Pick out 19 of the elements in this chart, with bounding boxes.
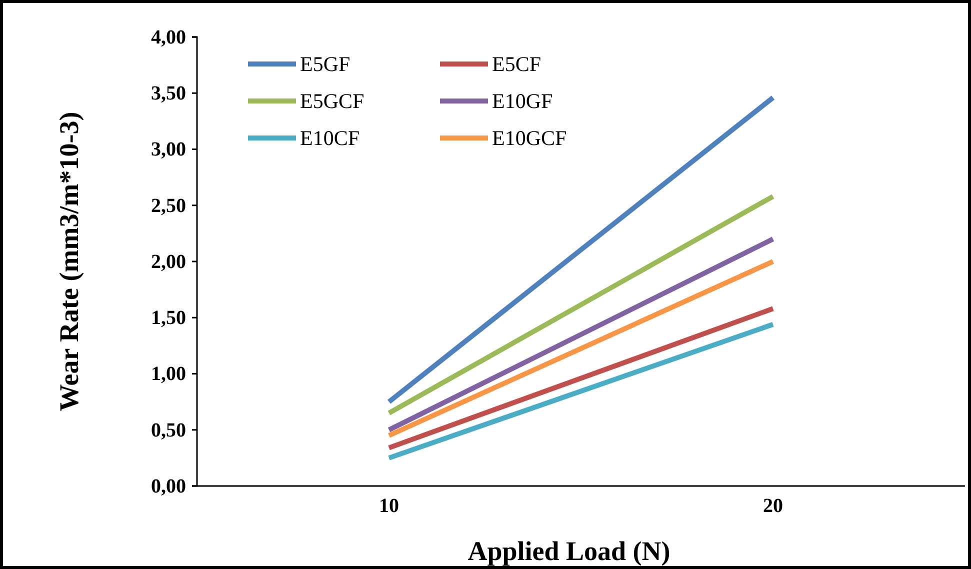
y-tick-label: 1,00 — [151, 363, 186, 386]
y-tick-label: 3,00 — [151, 138, 186, 161]
legend-label: E10GF — [492, 89, 553, 113]
legend-label: E10GCF — [492, 126, 567, 150]
legend-label: E10CF — [300, 126, 360, 150]
y-tick-label: 2,00 — [151, 250, 186, 273]
legend-label: E5GF — [300, 52, 350, 76]
x-tick-label: 20 — [763, 495, 783, 518]
y-tick-label: 0,00 — [151, 475, 186, 498]
x-axis-title: Applied Load (N) — [468, 536, 670, 566]
y-tick-label: 1,50 — [151, 307, 186, 330]
y-tick-label: 4,00 — [151, 26, 186, 48]
legend-label: E5CF — [492, 52, 542, 76]
y-axis-title: Wear Rate (mm3/m*10-3) — [54, 112, 84, 412]
y-tick-label: 2,50 — [151, 194, 186, 217]
x-tick-label: 10 — [379, 495, 399, 518]
y-tick-label: 0,50 — [151, 419, 186, 442]
legend-label: E5GCF — [300, 89, 364, 113]
y-tick-label: 3,50 — [151, 82, 186, 105]
